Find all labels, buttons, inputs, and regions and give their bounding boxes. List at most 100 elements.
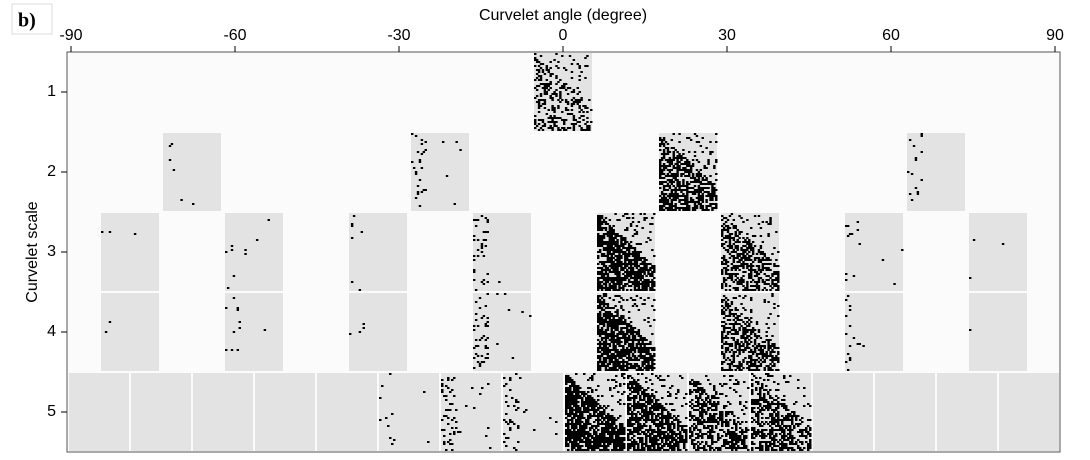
tile-dot — [589, 423, 592, 425]
tile-dot — [631, 213, 635, 215]
tile-dot — [482, 239, 486, 241]
tile-dot — [738, 241, 741, 243]
tile-dot — [753, 375, 756, 377]
tile-dot — [691, 391, 694, 393]
tile-dot — [751, 247, 755, 249]
tile-dot — [699, 197, 703, 199]
tile-dot — [360, 231, 364, 233]
tile-dot — [679, 449, 682, 451]
tile-dot — [751, 393, 754, 395]
tile-dot — [617, 433, 620, 435]
tile-dot — [414, 197, 418, 199]
tile-dot — [597, 349, 600, 351]
tile-dot — [255, 239, 259, 241]
tile-dot — [622, 363, 625, 365]
tile-dot — [740, 279, 743, 281]
tile-dot — [668, 207, 672, 209]
tile-dot — [623, 433, 626, 435]
tile-dot — [695, 391, 698, 393]
tile-dot — [761, 263, 765, 265]
tile-dot — [691, 173, 695, 175]
tile-dot — [482, 335, 486, 337]
tile-dot — [685, 425, 688, 427]
tile-dot — [595, 431, 598, 433]
tile-dot — [474, 289, 478, 291]
tile-dot — [581, 401, 584, 403]
tile-dot — [606, 259, 610, 261]
tile-dot — [567, 423, 570, 425]
tile-dot — [618, 263, 621, 265]
tile-dot — [684, 167, 687, 169]
tile-dot — [591, 407, 594, 409]
tile-dot — [645, 435, 648, 437]
tile-dot — [637, 425, 640, 427]
tile-dot — [420, 191, 424, 193]
tile-dot — [555, 93, 558, 95]
tile-dot — [614, 315, 617, 317]
tile-dot — [643, 425, 646, 427]
tile — [503, 373, 563, 451]
tile-dot — [610, 331, 613, 333]
tile-dot — [598, 241, 602, 243]
tile-dot — [701, 409, 704, 411]
tile-dot — [707, 161, 710, 163]
tile-dot — [662, 201, 666, 203]
tile-dot — [753, 347, 757, 349]
tile-dot — [427, 441, 430, 443]
tile-dot — [639, 433, 642, 435]
tile-dot — [612, 333, 615, 335]
tile-dot — [647, 349, 650, 351]
tile-dot — [725, 447, 728, 449]
tile-dot — [684, 175, 687, 177]
tile-dot — [609, 443, 612, 445]
tile-dot — [612, 307, 615, 309]
tile-dot — [587, 415, 590, 417]
tile-dot — [655, 437, 658, 439]
tile-dot — [602, 273, 606, 275]
tile-dot — [639, 345, 642, 347]
tile-dot — [742, 367, 745, 369]
tile-dot — [612, 241, 615, 243]
tile-dot — [443, 429, 446, 431]
tile-dot — [601, 421, 604, 423]
tile-dot — [593, 415, 596, 417]
tile-dot — [734, 329, 737, 331]
tile-dot — [750, 267, 753, 269]
tile-dot — [767, 441, 770, 443]
tile-dot — [651, 431, 654, 433]
tile-dot — [639, 339, 642, 341]
tile-dot — [751, 437, 754, 439]
tile-dot — [711, 195, 714, 197]
tile-dot — [757, 273, 761, 275]
tile-dot — [751, 253, 755, 255]
tile-dot — [609, 433, 612, 435]
tile-dot — [627, 399, 630, 401]
tile-dot — [732, 227, 736, 229]
tile-dot — [666, 151, 670, 153]
tile-dot — [564, 83, 568, 85]
tile-dot — [653, 277, 656, 279]
tile-dot — [620, 357, 623, 359]
tile-dot — [761, 417, 764, 419]
tile-dot — [571, 407, 574, 409]
tile-dot — [721, 243, 724, 245]
tile-dot — [722, 355, 726, 357]
tile-dot — [709, 183, 712, 185]
tile-dot — [697, 391, 700, 393]
tile-dot — [620, 239, 623, 241]
tile-dot — [645, 267, 648, 269]
tile-dot — [846, 235, 850, 237]
tile-dot — [604, 361, 608, 363]
tile-dot — [631, 341, 635, 343]
tile-dot — [653, 439, 656, 441]
tile-dot — [621, 393, 624, 395]
tile-dot — [598, 219, 602, 221]
tile-dot — [732, 243, 736, 245]
tile-dot — [651, 249, 654, 251]
tile-dot — [583, 437, 586, 439]
tile-dot — [750, 361, 753, 363]
tile-dot — [732, 281, 736, 283]
tile-dot — [771, 417, 774, 419]
tile-dot — [563, 123, 566, 125]
tile-dot — [631, 263, 635, 265]
